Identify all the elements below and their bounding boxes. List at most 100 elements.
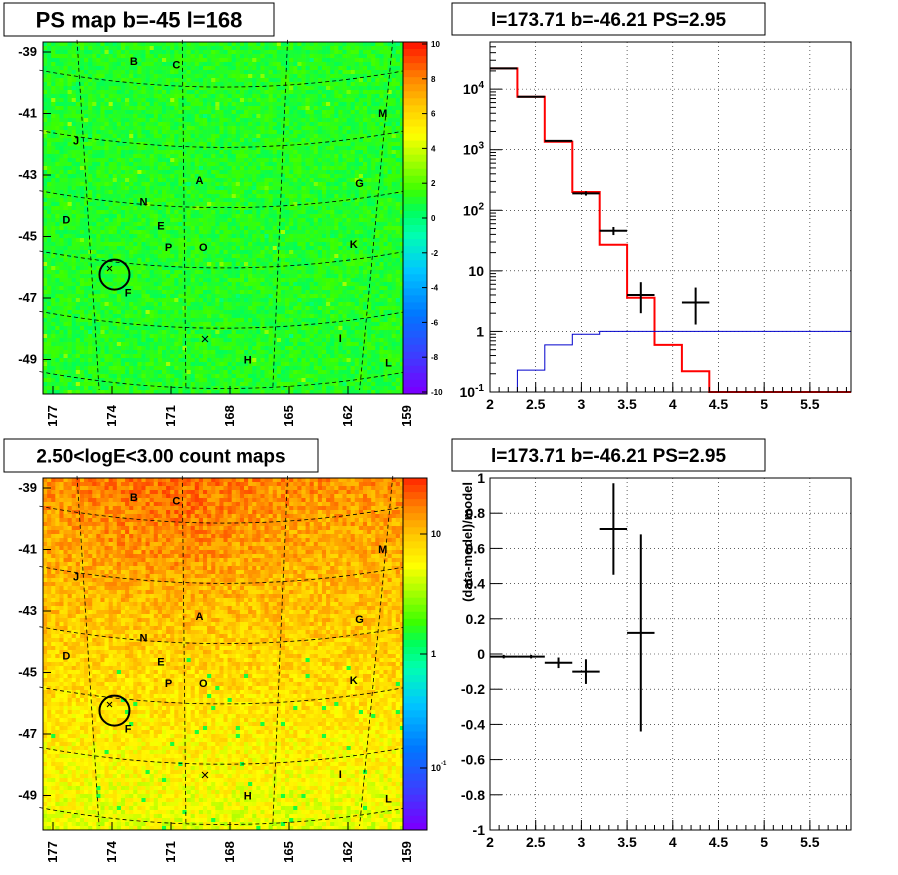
heatmap-cell (166, 202, 171, 207)
heatmap-cell (104, 138, 109, 143)
heatmap-cell (395, 134, 401, 139)
heatmap-cell (133, 86, 138, 91)
heatmap-cell (375, 110, 380, 115)
heatmap-cell (272, 130, 278, 135)
heatmap-cell (112, 50, 118, 55)
heatmap-cell (350, 146, 356, 151)
heatmap-cell (182, 70, 187, 75)
heatmap-cell (239, 46, 245, 51)
heatmap-cell (88, 70, 93, 75)
heatmap-cell (153, 182, 159, 187)
heatmap-cell (367, 150, 372, 155)
heatmap-cell (59, 50, 64, 55)
heatmap-cell (289, 246, 294, 251)
heatmap-cell (198, 110, 204, 115)
heatmap-cell (51, 106, 56, 111)
heatmap-cell (178, 186, 183, 191)
heatmap-cell (379, 126, 384, 131)
heatmap-cell (301, 178, 306, 183)
heatmap-cell (174, 214, 179, 219)
heatmap-cell (371, 62, 376, 67)
heatmap-cell (358, 74, 364, 79)
heatmap-cell (395, 142, 401, 147)
heatmap-cell (223, 102, 228, 107)
heatmap-cell (129, 70, 134, 75)
heatmap-cell (375, 166, 380, 171)
heatmap-cell (153, 62, 159, 67)
heatmap-cell (71, 222, 77, 227)
heatmap-cell (198, 178, 204, 183)
heatmap-cell (43, 218, 48, 223)
heatmap-cell (395, 146, 401, 151)
heatmap-cell (215, 266, 220, 271)
heatmap-cell (145, 210, 151, 215)
heatmap-cell (145, 198, 151, 203)
heatmap-cell (157, 122, 163, 127)
heatmap-cell (194, 134, 200, 139)
heatmap-cell (47, 170, 52, 175)
heatmap-cell (276, 114, 282, 119)
heatmap-cell (194, 198, 200, 203)
heatmap-cell (133, 170, 138, 175)
heatmap-cell (129, 86, 134, 91)
heatmap-cell (289, 262, 294, 267)
heatmap-cell (215, 142, 220, 147)
heatmap-cell (330, 154, 335, 159)
heatmap-cell (207, 150, 212, 155)
heatmap-cell (338, 114, 343, 119)
heatmap-cell (96, 54, 101, 59)
heatmap-cell (178, 170, 183, 175)
heatmap-cell (55, 158, 60, 163)
heatmap-cell (198, 162, 204, 167)
heatmap-cell (354, 154, 360, 159)
heatmap-cell (47, 106, 52, 111)
heatmap-cell (301, 126, 306, 131)
heatmap-cell (211, 94, 216, 99)
heatmap-cell (235, 86, 241, 91)
heatmap-cell (141, 54, 146, 59)
heatmap-cell (92, 62, 97, 67)
heatmap-cell (133, 162, 138, 167)
heatmap-cell (71, 98, 77, 103)
heatmap-cell (174, 126, 179, 131)
heatmap-cell (367, 98, 372, 103)
heatmap-cell (43, 166, 48, 171)
heatmap-cell (330, 98, 335, 103)
heatmap-cell (71, 242, 77, 247)
heatmap-cell (129, 178, 134, 183)
heatmap-cell (129, 82, 134, 87)
heatmap-cell (289, 42, 294, 47)
heatmap-cell (174, 146, 179, 151)
heatmap-cell (268, 210, 274, 215)
heatmap-cell (129, 122, 134, 127)
heatmap-cell (174, 110, 179, 115)
heatmap-cell (367, 126, 372, 131)
heatmap-cell (301, 86, 306, 91)
heatmap-cell (280, 222, 286, 227)
heatmap-cell (354, 74, 360, 79)
heatmap-cell (108, 86, 114, 91)
heatmap-cell (301, 206, 306, 211)
heatmap-cell (371, 262, 376, 267)
heatmap-cell (182, 146, 187, 151)
heatmap-cell (149, 58, 155, 63)
heatmap-cell (153, 226, 159, 231)
heatmap-cell (371, 254, 376, 259)
heatmap-cell (186, 210, 192, 215)
heatmap-cell (190, 230, 196, 235)
heatmap-cell (321, 170, 327, 175)
heatmap-cell (182, 62, 187, 67)
heatmap-cell (367, 86, 372, 91)
heatmap-cell (71, 210, 77, 215)
heatmap-cell (244, 158, 249, 163)
heatmap-cell (326, 110, 331, 115)
heatmap-cell (387, 142, 393, 147)
heatmap-cell (260, 126, 265, 131)
heatmap-cell (59, 102, 64, 107)
heatmap-cell (88, 194, 93, 199)
heatmap-cell (383, 258, 388, 263)
heatmap-cell (362, 190, 368, 195)
heatmap-cell (67, 170, 73, 175)
heatmap-cell (256, 210, 261, 215)
heatmap-cell (71, 94, 77, 99)
